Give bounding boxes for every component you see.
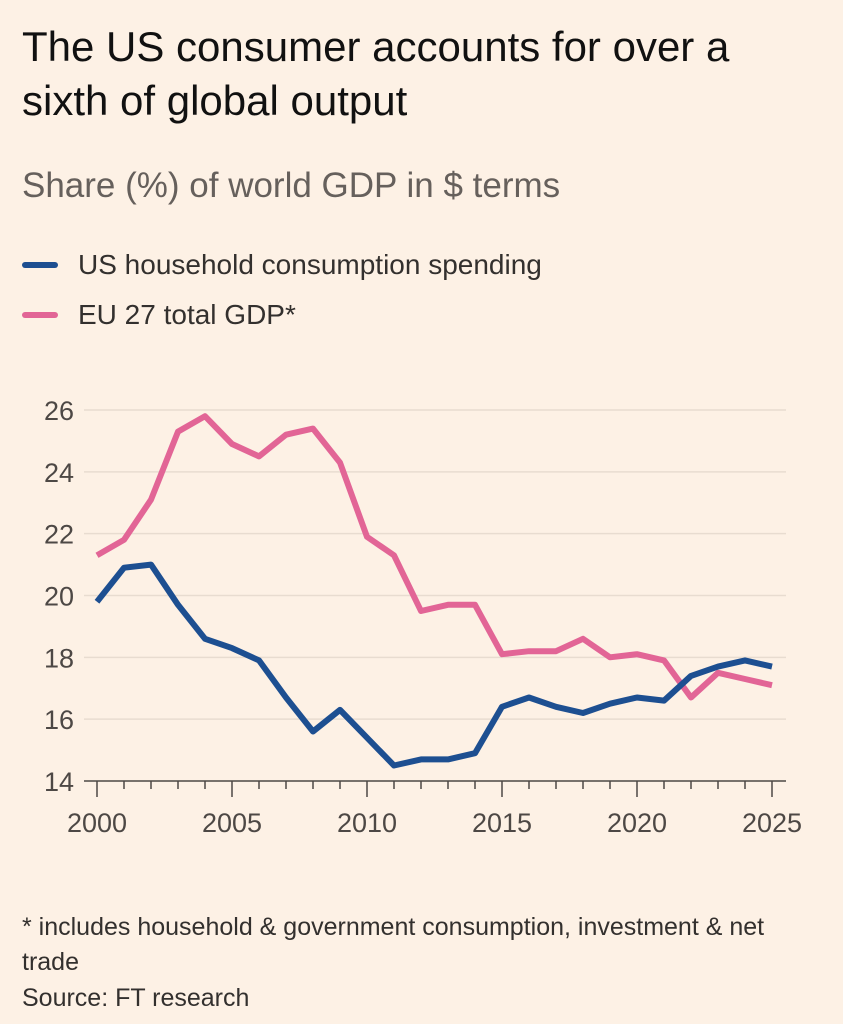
legend-item-eu: EU 27 total GDP* <box>22 290 542 340</box>
line-chart: 14 16 18 20 22 24 26 2000 2005 2010 2015 2020 2025 <box>44 396 802 838</box>
x-tick-label-2015: 2015 <box>472 808 532 838</box>
legend-swatch-us <box>22 262 58 268</box>
series-lines <box>94 413 773 769</box>
gridlines <box>84 409 786 720</box>
x-tick-label-2005: 2005 <box>202 808 262 838</box>
legend-label-us: US household consumption spending <box>78 249 542 280</box>
x-tick-label-2000: 2000 <box>67 808 127 838</box>
x-tick-label-2010: 2010 <box>337 808 397 838</box>
chart-subtitle: Share (%) of world GDP in $ terms <box>22 166 561 205</box>
footnote: * includes household & government consum… <box>22 913 765 976</box>
chart-title: The US consumer accounts for over a sixt… <box>22 23 730 124</box>
axes: 14 16 18 20 22 24 26 2000 2005 2010 2015 2020 2025 <box>44 396 802 838</box>
series-line-us <box>94 561 773 769</box>
x-tick-label-2025: 2025 <box>742 808 802 838</box>
chart-legend: US household consumption spending EU 27 … <box>22 240 542 340</box>
y-tick-label-22: 22 <box>44 520 74 550</box>
y-tick-label-20: 20 <box>44 582 74 612</box>
y-tick-label-24: 24 <box>44 458 74 488</box>
legend-item-us: US household consumption spending <box>22 240 542 290</box>
source-note: Source: FT research <box>22 984 250 1012</box>
y-tick-label-16: 16 <box>44 705 74 735</box>
y-tick-label-18: 18 <box>44 643 74 673</box>
y-tick-label-26: 26 <box>44 396 74 426</box>
x-tick-label-2020: 2020 <box>607 808 667 838</box>
legend-swatch-eu <box>22 312 58 318</box>
legend-label-eu: EU 27 total GDP* <box>78 299 296 330</box>
y-tick-label-14: 14 <box>44 767 74 797</box>
series-line-eu <box>95 413 773 701</box>
